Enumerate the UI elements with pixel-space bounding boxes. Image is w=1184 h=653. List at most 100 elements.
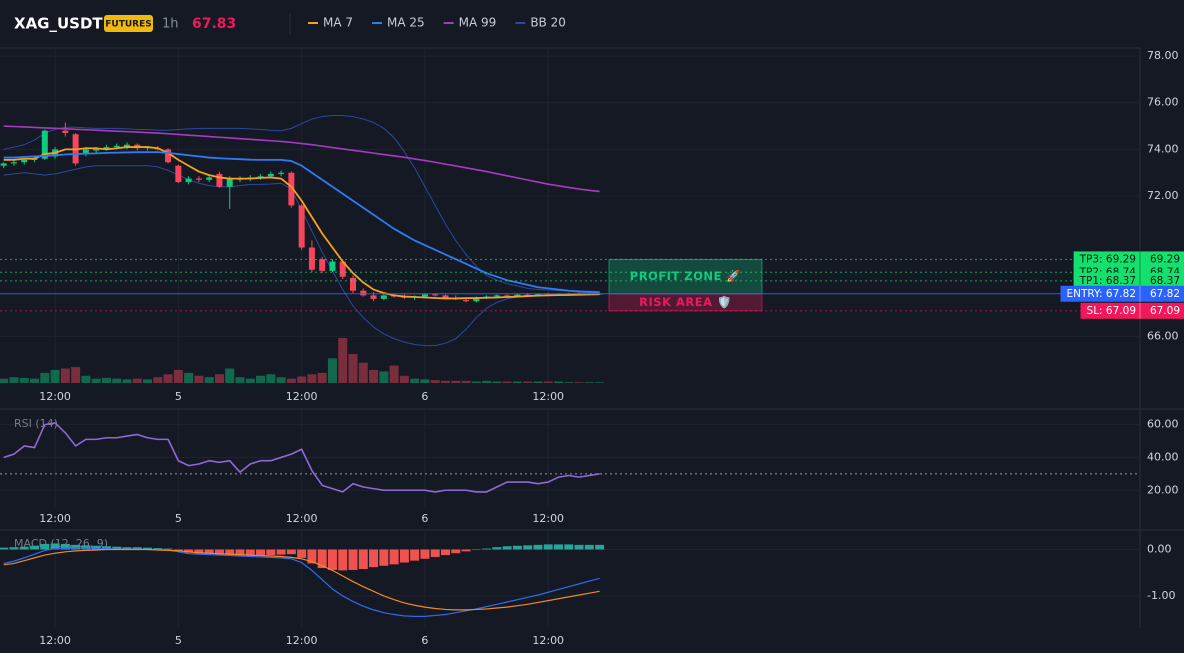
- histogram-bar: [512, 545, 522, 550]
- volume-bar: [451, 380, 461, 383]
- y-tick-label: 66.00: [1147, 329, 1179, 342]
- candle-body: [257, 176, 264, 178]
- volume-bar: [71, 367, 81, 383]
- y-tick-label: 40.00: [1147, 450, 1179, 463]
- x-tick-label: 12:00: [39, 512, 71, 525]
- histogram-bar: [184, 549, 194, 553]
- volume-bar: [461, 380, 471, 383]
- volume-bar: [482, 380, 492, 383]
- histogram-bar: [451, 549, 461, 554]
- histogram-bar: [440, 549, 450, 556]
- volume-bar: [132, 378, 142, 383]
- volume-bar: [399, 375, 409, 383]
- volume-bar: [204, 377, 214, 383]
- candle-body: [82, 149, 89, 155]
- candle-body: [504, 295, 511, 297]
- series-line: [3, 146, 600, 300]
- candle-body: [350, 277, 357, 291]
- symbol: XAG_USDT: [14, 15, 103, 33]
- volume-bar: [245, 378, 255, 383]
- y-tick-label: 76.00: [1147, 96, 1179, 109]
- candle-body: [165, 149, 172, 163]
- volume-bar: [30, 378, 40, 383]
- histogram-bar: [564, 544, 574, 550]
- histogram-bar: [19, 546, 29, 550]
- volume-bar: [266, 374, 276, 383]
- histogram-bar: [50, 543, 60, 550]
- x-tick-label: 12:00: [39, 634, 71, 647]
- level-badge: [1060, 285, 1184, 302]
- volume-bar: [543, 381, 553, 383]
- volume-bar: [163, 374, 173, 383]
- volume-bar: [584, 382, 594, 383]
- y-tick-label: 72.00: [1147, 189, 1179, 202]
- candle-body: [319, 259, 326, 271]
- y-tick-label: -1.00: [1147, 589, 1175, 602]
- candle-body: [21, 159, 28, 163]
- x-tick-label: 12:00: [532, 634, 564, 647]
- level-badge: [1073, 251, 1184, 268]
- candle-body: [226, 178, 233, 187]
- volume-bar: [492, 381, 502, 383]
- volume-bar: [512, 381, 522, 383]
- histogram-bar: [317, 549, 327, 569]
- volume-bar: [430, 380, 440, 383]
- candle-body: [175, 165, 182, 183]
- histogram-bar: [112, 546, 122, 550]
- candle-body: [206, 177, 213, 180]
- histogram-bar: [71, 544, 81, 550]
- volume-bar: [523, 381, 533, 383]
- volume-bar: [564, 382, 574, 383]
- x-tick-label: 5: [175, 512, 182, 525]
- histogram-bar: [153, 548, 163, 550]
- volume-bar: [256, 375, 266, 383]
- histogram-bar: [307, 549, 317, 564]
- histogram-bar: [194, 549, 204, 554]
- histogram-bar: [533, 544, 543, 550]
- histogram-bar: [297, 549, 307, 558]
- pane: 12:00 5 12:00 6 12:00 66.00 72.00 74.00 76.00 78.…: [0, 48, 1184, 403]
- badge-bg: [104, 15, 153, 32]
- candle-body: [216, 173, 223, 187]
- histogram-bar: [327, 549, 337, 570]
- x-tick-label: 12:00: [286, 634, 318, 647]
- histogram-bar: [235, 549, 245, 556]
- x-tick-label: 6: [421, 390, 428, 403]
- histogram-bar: [410, 549, 420, 561]
- level-value: 69.29: [1150, 253, 1180, 265]
- volume-bar: [235, 377, 245, 383]
- volume-bar: [194, 375, 204, 383]
- volume-bar: [101, 377, 111, 383]
- zone-label: RISK AREA 🛡️: [639, 295, 732, 309]
- series-line: [3, 547, 600, 617]
- volume-bar: [143, 379, 153, 383]
- volume-bar: [122, 379, 132, 383]
- x-tick-label: 12:00: [532, 390, 564, 403]
- volume-bar: [420, 379, 430, 383]
- volume-bar: [81, 375, 91, 383]
- histogram-bar: [502, 546, 512, 550]
- volume-bar: [389, 365, 399, 383]
- histogram-bar: [122, 547, 132, 550]
- last-price: 67.83: [192, 16, 236, 32]
- x-tick-label: 12:00: [532, 512, 564, 525]
- volume-bar: [112, 378, 122, 383]
- y-tick-label: 78.00: [1147, 49, 1179, 62]
- volume-bar: [327, 358, 337, 383]
- volume-bar: [19, 377, 29, 383]
- histogram-bar: [553, 544, 563, 550]
- histogram-bar: [369, 549, 379, 568]
- interval: 1h: [162, 17, 179, 32]
- histogram-bar: [492, 547, 502, 550]
- candle-body: [298, 205, 305, 248]
- level-label: TP3: 69.29: [1079, 253, 1136, 265]
- histogram-bar: [420, 549, 430, 559]
- candle-body: [93, 148, 100, 151]
- volume-bar: [50, 369, 60, 383]
- histogram-bar: [214, 549, 224, 556]
- histogram-bar: [60, 543, 70, 550]
- volume-bar: [317, 372, 327, 383]
- candle-body: [370, 295, 377, 299]
- candle-body: [442, 295, 449, 298]
